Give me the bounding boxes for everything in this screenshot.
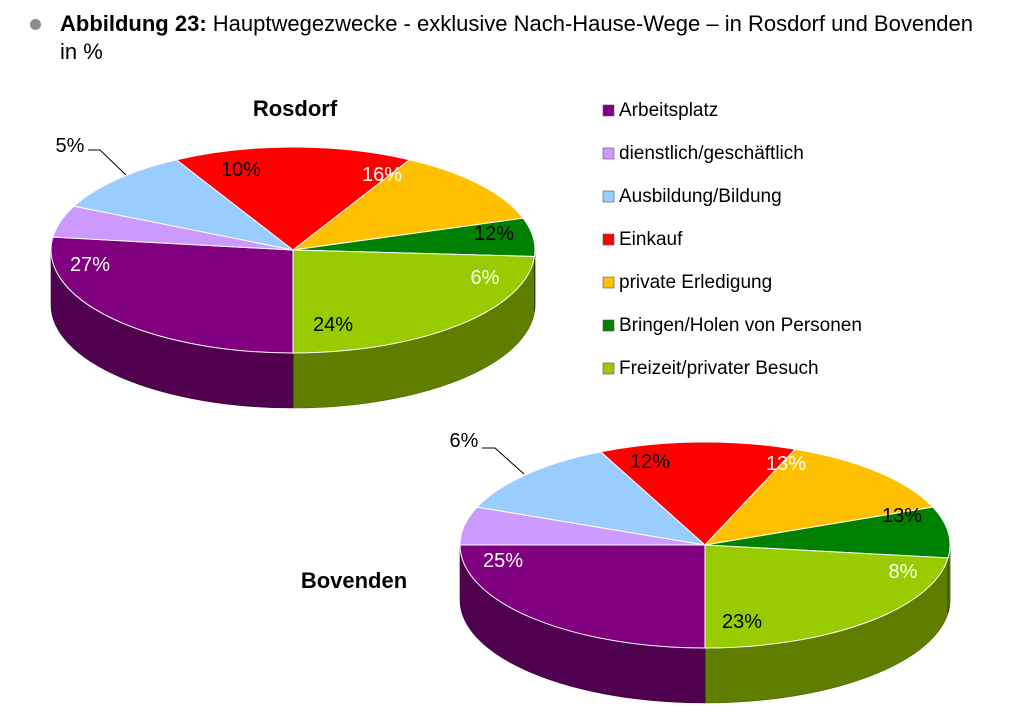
data-label-private-erledigung: 12% (474, 223, 514, 245)
data-label-arbeitsplatz: 27% (70, 254, 110, 276)
data-label-arbeitsplatz: 25% (483, 550, 523, 572)
data-label-private-erledigung: 13% (882, 505, 922, 527)
pie-slice-freizeit-privater-besuch (704, 544, 949, 649)
legend-label-bringen-holen-von-personen: Bringen/Holen von Personen (619, 315, 862, 336)
legend-swatch-ausbildung-bildung (602, 190, 615, 203)
pie-chart-bovenden: 25% 6% 12% 13% 13% 8% 23% Bovenden (301, 430, 951, 704)
legend-label-freizeit-privater-besuch: Freizeit/privater Besuch (619, 358, 819, 379)
pie-slice-einkauf (175, 146, 411, 251)
chart-title-rosdorf: Rosdorf (253, 96, 338, 121)
legend-label-einkauf: Einkauf (619, 229, 683, 250)
legend-label-ausbildung-bildung: Ausbildung/Bildung (619, 186, 782, 207)
pie-slice-freizeit-privater-besuch (292, 249, 536, 354)
data-label-ausbildung-bildung: 12% (630, 451, 670, 473)
data-label-bringen-holen-von-personen: 8% (889, 561, 918, 583)
legend-swatch-private-erledigung (602, 276, 615, 289)
pie-slice-bringen-holen-von-personen (704, 506, 951, 559)
pie-top (459, 441, 951, 649)
figure-caption: Abbildung 23: Hauptwegezwecke - exklusiv… (30, 10, 990, 66)
pie-slice-ausbildung-bildung (72, 159, 294, 251)
bullet-icon (30, 19, 41, 30)
pie-slice-private-erledigung (291, 159, 525, 251)
pie-chart-rosdorf: 27% 5% 10% 16% 12% 6% 24% Rosdorf (50, 96, 536, 409)
legend-swatch-einkauf (602, 233, 615, 246)
data-label-freizeit-privater-besuch: 24% (313, 314, 353, 336)
data-label-ausbildung-bildung: 10% (221, 159, 261, 181)
pie-slice-private-erledigung (703, 448, 934, 546)
legend-swatch-freizeit-privater-besuch (602, 362, 615, 375)
legend-label-arbeitsplatz: Arbeitsplatz (619, 100, 718, 121)
legend-swatch-bringen-holen-von-personen (602, 319, 615, 332)
legend: Arbeitsplatz dienstlich/geschäftlich Ausbi… (602, 100, 862, 379)
data-label-einkauf: 16% (362, 164, 402, 186)
pie-top (50, 146, 536, 354)
pie-slice-arbeitsplatz (50, 236, 294, 354)
pie-slice-einkauf (599, 441, 797, 546)
data-label-dienstlich-gesch-ftlich: 5% (56, 135, 85, 157)
figure-label: Abbildung 23: (60, 11, 207, 36)
legend-label-private-erledigung: private Erledigung (619, 272, 772, 293)
legend-swatch-dienstlich-gesch-ftlich (602, 147, 615, 160)
figure-title: Hauptwegezwecke - exklusive Nach-Hause-W… (60, 11, 974, 64)
legend-label-dienstlich-gesch-ftlich: dienstlich/geschäftlich (619, 143, 804, 164)
pie-slice-arbeitsplatz (459, 544, 706, 649)
data-label-einkauf: 13% (766, 453, 806, 475)
data-label-freizeit-privater-besuch: 23% (722, 611, 762, 633)
data-label-dienstlich-gesch-ftlich: 6% (450, 430, 479, 452)
leader-line (88, 149, 127, 176)
leader-line (482, 447, 525, 475)
legend-swatch-arbeitsplatz (602, 104, 615, 117)
data-label-bringen-holen-von-personen: 6% (471, 267, 500, 289)
chart-title-bovenden: Bovenden (301, 568, 407, 593)
pie-slice-ausbildung-bildung (476, 451, 707, 546)
